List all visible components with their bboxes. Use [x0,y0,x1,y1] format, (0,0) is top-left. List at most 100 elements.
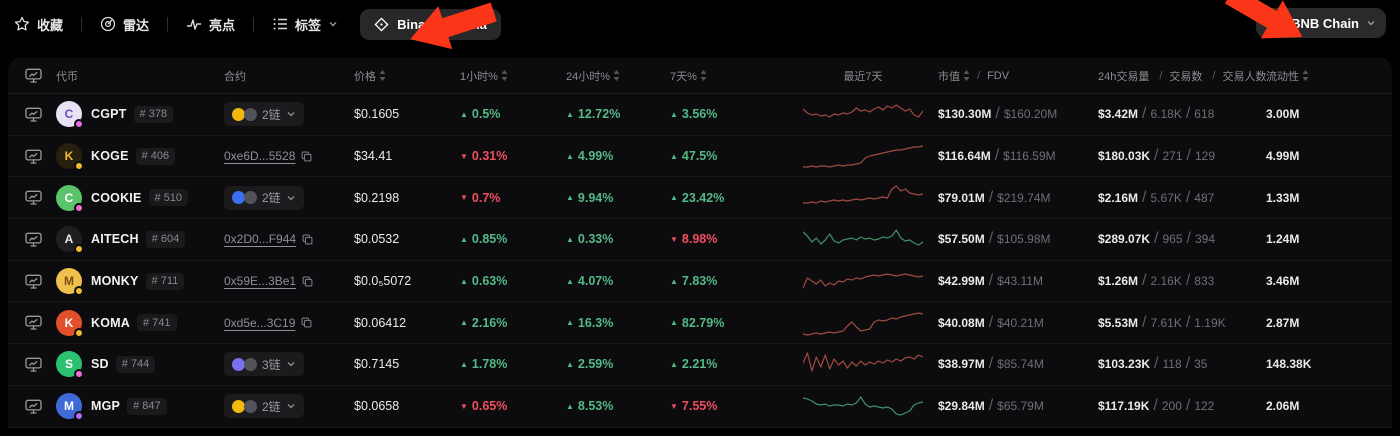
nav-highlights-label: 亮点 [209,17,236,33]
copy-icon[interactable] [301,151,312,162]
volume-24h: $1.26M [1098,274,1139,289]
nav-highlights[interactable]: 亮点 [186,15,235,34]
table-row[interactable]: C COOKIE # 510 2链 $0.2198 ▼ 0.7% ▲ 9.94% ▲ 23.42% $… [8,177,1392,220]
contract-address-link[interactable]: 0xd5e...3C19 [224,315,296,330]
up-triangle-icon: ▲ [566,193,574,203]
chart-preview-icon[interactable] [25,232,42,247]
watch-cell [8,107,56,122]
change-7d-cell: ▲ 47.5% [670,149,788,163]
chart-preview-icon[interactable] [25,190,42,205]
chain-count-label: 2链 [262,191,281,206]
change-1h-cell: ▼ 0.65% [460,399,566,413]
chain-count-dropdown[interactable]: 2链 [224,185,304,210]
up-triangle-icon: ▲ [670,276,678,286]
logo-chain-badge [74,369,84,380]
percent-change: 2.16% [471,315,508,330]
chain-icon [232,107,245,121]
separator: / [994,147,1000,165]
separator: / [1185,355,1191,373]
col-contract[interactable]: 合约 [224,70,246,83]
change-24h-cell: ▲ 12.72% [566,107,670,121]
table-row[interactable]: K KOMA # 741 0xd5e...3C19 $0.06412 ▲ 2.16% ▲ 16.… [8,302,1392,345]
percent-change: 9.94% [577,190,614,205]
volume-24h: $3.42M [1098,107,1139,122]
copy-icon[interactable] [302,234,313,245]
change-1h-cell: ▲ 0.5% [460,107,566,121]
chart-preview-icon[interactable] [25,315,42,330]
col-24h-sort[interactable]: 24小时% [566,68,670,84]
divider [81,16,83,32]
chart-preview-icon[interactable] [25,357,42,372]
up-triangle-icon: ▲ [460,318,468,328]
percent-change: 0.31% [471,149,508,164]
contract-cell: 2链 [224,394,354,419]
up-triangle-icon: ▲ [566,401,574,411]
separator: / [1185,397,1191,415]
market-cap: $130.30M [938,107,992,122]
contract-address-link[interactable]: 0x2D0...F944 [224,232,297,247]
table-row[interactable]: A AITECH # 604 0x2D0...F944 $0.0532 ▲ 0.85% ▲ 0.… [8,219,1392,261]
up-triangle-icon: ▲ [670,109,678,119]
token-cell[interactable]: S SD # 744 [56,351,224,380]
txn-count: 5.67K [1150,190,1182,205]
chart-preview-icon[interactable] [25,399,42,414]
chain-count-dropdown[interactable]: 2链 [224,394,304,419]
token-cell[interactable]: M MONKY # 711 [56,268,224,297]
down-triangle-icon: ▼ [670,401,678,411]
table-row[interactable]: K KOGE # 406 0xe6D...5528 $34.41 ▼ 0.31% ▲ 4.99%… [8,136,1392,178]
chain-icon [232,357,245,371]
contract-cell: 2链 [224,102,354,127]
chart-preview-icon[interactable] [25,149,42,164]
table-rows: C CGPT # 378 2链 $0.1605 ▲ 0.5% ▲ 12.72% ▲ 3.56% $13… [8,94,1392,428]
table-row[interactable]: M MONKY # 711 0x59E...3Be1 $0.0₅5072 ▲ 0.63% ▲ 4… [8,261,1392,303]
token-cell[interactable]: C CGPT # 378 [56,101,224,130]
separator: / [1153,397,1158,415]
col-volume-txns-traders[interactable]: 24h交易量 / 交易数 / 交易人数 [1098,68,1266,84]
percent-change: 4.07% [577,274,614,289]
copy-icon[interactable] [302,276,313,287]
market-cap: $116.64M [938,149,991,164]
separator: / [988,230,994,248]
chain-count-dropdown[interactable]: 3链 [224,352,304,377]
token-cell[interactable]: C COOKIE # 510 [56,184,224,213]
contract-address-link[interactable]: 0xe6D...5528 [224,149,296,164]
col-7d-sort[interactable]: 7天% [670,68,788,84]
token-cell[interactable]: A AITECH # 604 [56,226,224,255]
contract-address-link[interactable]: 0x59E...3Be1 [224,274,297,289]
nav-favorites[interactable]: 收藏 [14,15,63,34]
token-rank: # 604 [145,230,186,248]
volume-cell: $5.53M/7.61K/1.19K [1098,314,1266,332]
token-cell[interactable]: M MGP # 847 [56,393,224,422]
copy-icon[interactable] [301,317,312,328]
col-liquidity-sort[interactable]: 流动性 [1266,68,1392,84]
col-1h-sort[interactable]: 1小时% [460,68,566,84]
chart-preview-icon [25,68,42,83]
col-token[interactable]: 代币 [56,70,78,83]
table-row[interactable]: M MGP # 847 2链 $0.0658 ▼ 0.65% ▲ 8.53% ▼ 7.55% $29.… [8,386,1392,428]
token-cell[interactable]: K KOMA # 741 [56,309,224,338]
sparkline-7d [788,266,938,296]
chain-icon [232,191,245,205]
table-row[interactable]: S SD # 744 3链 $0.7145 ▲ 1.78% ▲ 2.59% ▲ 2.21% $38.9… [8,344,1392,386]
chain-count-dropdown[interactable]: 2链 [224,102,304,127]
fdv: $219.74M [997,190,1051,205]
percent-change: 2.59% [577,357,614,372]
token-name: SD [91,357,109,372]
token-name: MONKY [91,274,139,289]
nav-tags[interactable]: 标签 [272,15,338,34]
separator: / [1142,188,1147,206]
down-triangle-icon: ▼ [460,151,468,161]
nav-radar[interactable]: 雷达 [100,15,149,34]
token-price: $0.0658 [354,399,400,414]
table-row[interactable]: C CGPT # 378 2链 $0.1605 ▲ 0.5% ▲ 12.72% ▲ 3.56% $13… [8,94,1392,136]
chart-preview-icon[interactable] [25,274,42,289]
up-triangle-icon: ▲ [566,318,574,328]
up-triangle-icon: ▲ [460,359,468,369]
change-24h-cell: ▲ 9.94% [566,191,670,205]
watch-cell [8,399,56,414]
chart-preview-icon[interactable] [25,107,42,122]
col-mcap-fdv[interactable]: 市值 / FDV [938,69,1010,83]
col-price-sort[interactable]: 价格 [354,68,460,84]
up-triangle-icon: ▲ [566,359,574,369]
token-cell[interactable]: K KOGE # 406 [56,143,224,172]
